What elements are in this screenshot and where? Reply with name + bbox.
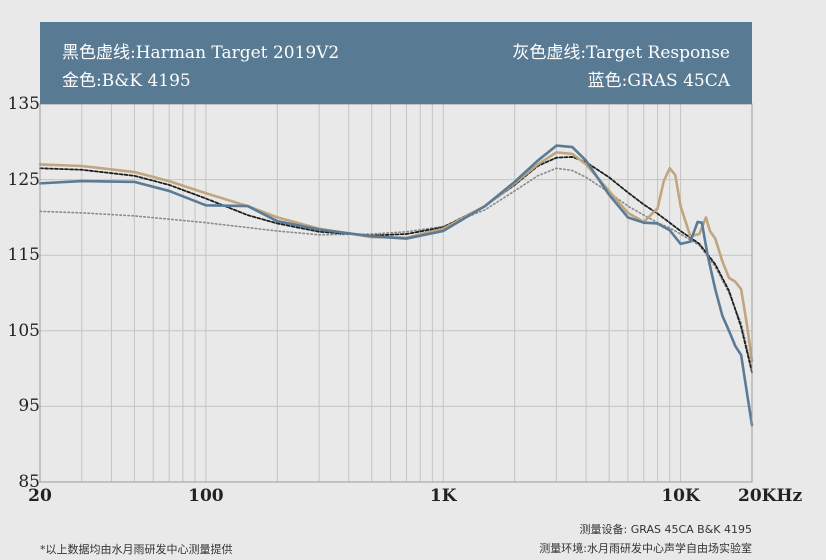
y-tick-label: 105 — [7, 320, 40, 341]
y-tick-label: 115 — [7, 245, 40, 266]
y-tick-label: 135 — [7, 94, 40, 114]
y-tick-label: 125 — [7, 169, 40, 190]
plot-frame — [39, 103, 753, 483]
legend-bk4195: 金色:B&K 4195 — [62, 71, 191, 91]
series-lines — [38, 144, 754, 427]
x-tick-label: 10K — [661, 486, 700, 506]
legend-gras45ca: 蓝色:GRAS 45CA — [587, 71, 730, 91]
y-tick-label: 95 — [18, 396, 40, 417]
plot-area — [40, 104, 752, 482]
legend-target-response: 灰色虚线:Target Response — [512, 43, 730, 63]
series-line-target-response — [39, 167, 753, 370]
x-tick-label: 100 — [188, 486, 224, 506]
y-tick-label: 85 — [18, 472, 40, 492]
series-line-gras-45ca — [38, 144, 754, 427]
legend-banner: 黑色虚线:Harman Target 2019V2 金色:B&K 4195 灰色… — [40, 22, 752, 104]
footnote-environment: 测量环境:水月雨研发中心声学自由场实验室 — [539, 542, 752, 555]
legend-harman-target: 黑色虚线:Harman Target 2019V2 — [62, 43, 340, 63]
x-tick-label: 20 — [28, 486, 52, 506]
footnote-equipment: 测量设备: GRAS 45CA B&K 4195 — [579, 523, 752, 536]
x-tick-label: 1K — [429, 486, 457, 506]
series-line-b-k-4195 — [38, 151, 754, 363]
footnote-data-source: *以上数据均由水月雨研发中心测量提供 — [40, 543, 233, 556]
x-tick-label: 20KHz — [738, 486, 803, 506]
grid-lines — [40, 104, 752, 482]
